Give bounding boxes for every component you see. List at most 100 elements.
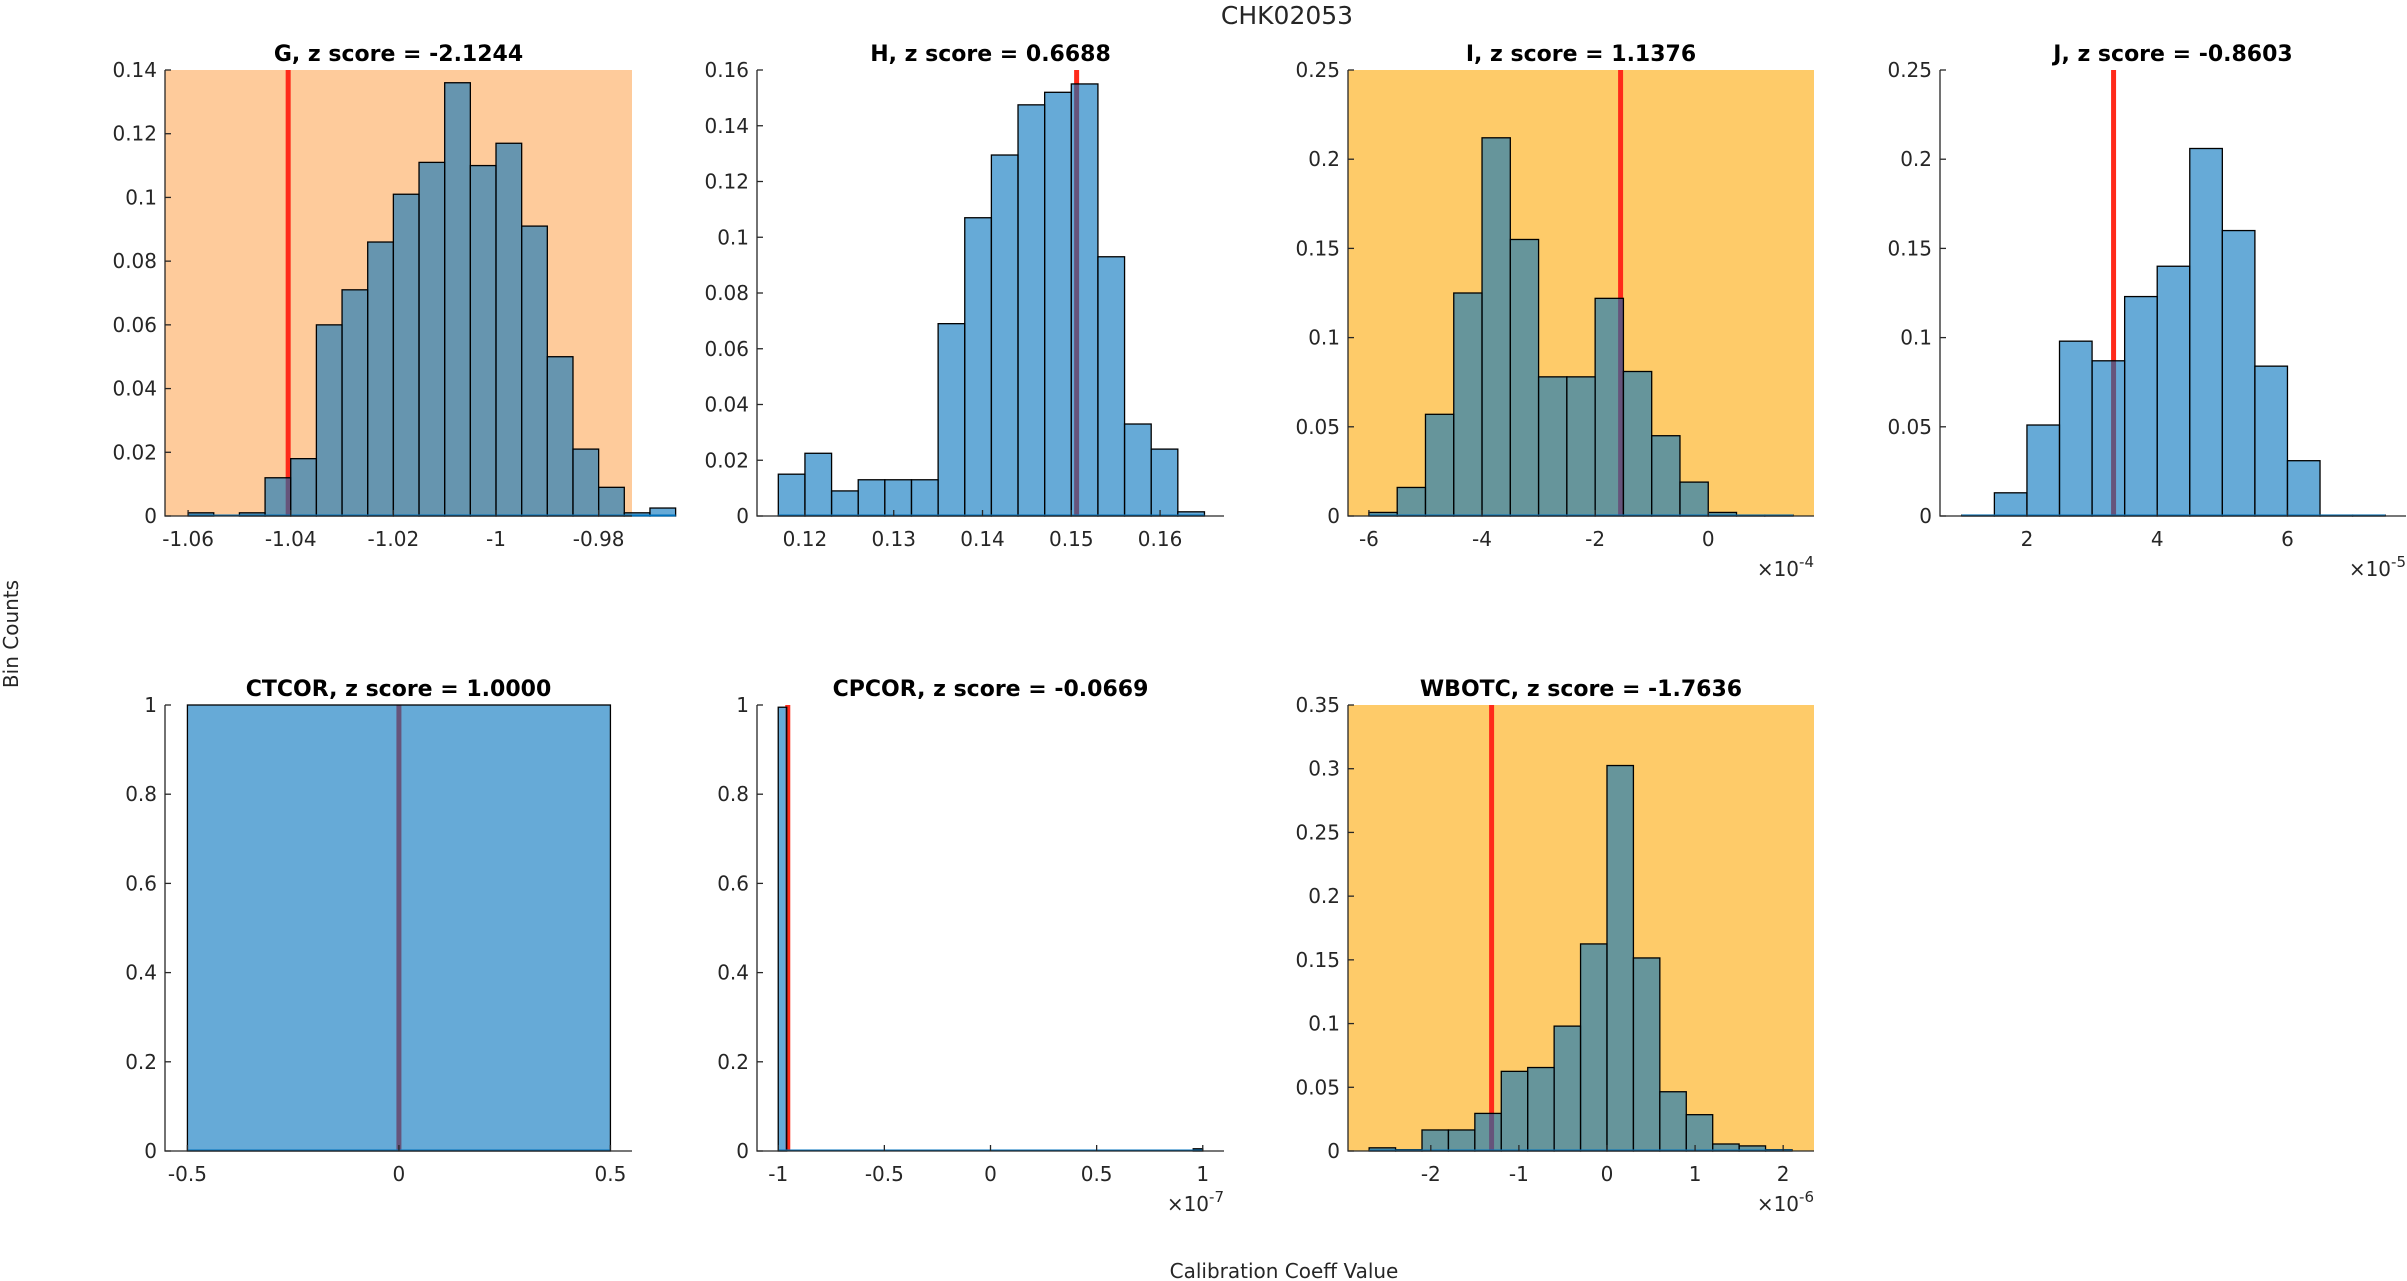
y-tick-label: 0.1 <box>1308 1012 1340 1036</box>
x-tick-label: 2 <box>2021 527 2034 551</box>
histogram-bar <box>546 356 574 517</box>
histogram-bar <box>1679 481 1709 517</box>
y-tick-label: 0.14 <box>112 58 157 82</box>
histogram-bar <box>884 479 913 517</box>
x-tick-label: -1.06 <box>162 527 214 551</box>
histogram-bar <box>2026 424 2061 517</box>
x-tick-label: -2 <box>1585 527 1605 551</box>
y-tick-label: 0.15 <box>1295 948 1340 972</box>
histogram-bar <box>444 82 471 517</box>
histogram-bar <box>910 479 939 517</box>
y-tick-label: 0.16 <box>704 58 749 82</box>
x-tick-label: 0.13 <box>871 527 916 551</box>
y-tick-label: 1 <box>144 693 157 717</box>
x-tick-label: 0 <box>1601 1162 1614 1186</box>
histogram-bar <box>857 479 886 517</box>
subplot-g: 0 0.02 0.04 0.06 0.08 0.1 0.12 0.14 -1.06 -1.04 -1… <box>112 42 677 551</box>
x-tick-label: -1.04 <box>265 527 317 551</box>
x-axis-exponent-label: ×10-7 <box>1167 1188 1224 1216</box>
x-tick-label: 0 <box>393 1162 406 1186</box>
histogram-bar <box>1447 1129 1476 1152</box>
y-tick-label: 0.8 <box>125 782 157 806</box>
histogram-bar <box>777 706 788 1152</box>
histogram-bar <box>1017 104 1046 517</box>
y-tick-label: 0.12 <box>704 170 749 194</box>
histogram-bar <box>1537 376 1568 517</box>
y-tick-label: 0.6 <box>717 871 749 895</box>
histogram-bar <box>1500 1070 1529 1152</box>
figure-ylabel: Bin Counts <box>0 580 23 688</box>
x-tick-label: 0.12 <box>783 527 828 551</box>
y-tick-label: 0.02 <box>704 448 749 472</box>
y-tick-label: 0.05 <box>1887 415 1932 439</box>
histogram-bar <box>1070 83 1099 517</box>
y-tick-label: 0.12 <box>112 122 157 146</box>
y-tick-label: 0 <box>144 1139 157 1163</box>
y-tick-label: 0.02 <box>112 440 157 464</box>
x-tick-label: -1 <box>768 1162 788 1186</box>
subplot-wbotc: 0 0.05 0.1 0.15 0.2 0.25 0.3 0.35 -2 -1 0 1 2×10-6 WB… <box>1295 677 1814 1216</box>
histogram-bar <box>1622 370 1653 517</box>
histogram-bar <box>1424 413 1455 517</box>
subplot-title: G, z score = -2.1244 <box>274 42 523 67</box>
y-tick-label: 0.25 <box>1295 820 1340 844</box>
histogram-bar <box>469 164 497 517</box>
y-tick-label: 0.4 <box>717 961 749 985</box>
histogram-bar <box>1651 435 1681 517</box>
histogram-bar <box>597 486 625 517</box>
histogram-bar <box>1685 1114 1714 1152</box>
y-tick-label: 0.25 <box>1887 58 1932 82</box>
x-tick-label: 0.14 <box>960 527 1005 551</box>
x-tick-label: -1 <box>1509 1162 1529 1186</box>
histogram-bar <box>2189 147 2223 517</box>
histogram-bar <box>1453 292 1483 517</box>
histogram-bar <box>1594 297 1625 517</box>
y-tick-label: 0.05 <box>1295 1075 1340 1099</box>
histogram-bar <box>1474 1112 1502 1152</box>
y-tick-label: 0.35 <box>1295 693 1340 717</box>
x-tick-label: 6 <box>2281 527 2294 551</box>
y-tick-label: 0.2 <box>1308 147 1340 171</box>
histogram-bar <box>2156 265 2191 517</box>
histogram-bar <box>1097 256 1126 517</box>
histogram-bar <box>990 154 1019 517</box>
histogram-bar <box>2286 460 2321 517</box>
histogram-bar <box>1123 423 1152 517</box>
y-tick-label: 0.06 <box>112 313 157 337</box>
y-tick-label: 0.04 <box>704 393 749 417</box>
y-tick-label: 0.04 <box>112 377 157 401</box>
x-axis-exponent-label: ×10-5 <box>2349 553 2406 581</box>
subplot-grid: 00.020.040.060.080.10.120.14-1.06 -1.04 -1… <box>112 42 2406 1216</box>
histogram-bar <box>521 225 548 517</box>
y-tick-label: 0.25 <box>1295 58 1340 82</box>
subplot-h: 0 0.02 0.04 0.06 0.08 0.1 0.12 0.14 0.16 0.12 0.13… <box>704 42 1224 551</box>
y-tick-label: 0 <box>1327 504 1340 528</box>
histogram-bar <box>341 289 369 517</box>
y-tick-label: 0 <box>736 504 749 528</box>
y-tick-label: 0.3 <box>1308 757 1340 781</box>
histogram-bar <box>1044 91 1072 517</box>
subplot-i: 0 0.05 0.1 0.15 0.2 0.25 -6 -4 -2 0 ×10-4 I, z scor… <box>1295 42 1814 581</box>
y-tick-label: 0 <box>736 1139 749 1163</box>
histogram-bar <box>2254 365 2289 517</box>
subplot-ctcor: 0 0.2 0.4 0.6 0.8 1 -0.5 0 0.5 CTCOR, z score = 1… <box>125 677 632 1186</box>
y-tick-label: 0.2 <box>1308 884 1340 908</box>
histogram-bar <box>418 161 446 517</box>
y-tick-label: 0.15 <box>1295 236 1340 260</box>
histogram-bar <box>1659 1091 1687 1152</box>
y-tick-label: 1 <box>736 693 749 717</box>
y-tick-label: 0.4 <box>125 961 157 985</box>
x-tick-label: -6 <box>1359 527 1379 551</box>
histogram-bar <box>1993 492 2028 517</box>
x-tick-label: 0.16 <box>1138 527 1183 551</box>
y-tick-label: 0.2 <box>1900 147 1932 171</box>
histogram-bar <box>495 142 523 517</box>
y-tick-label: 0.05 <box>1295 415 1340 439</box>
histogram-bar <box>2221 229 2256 517</box>
histogram-bar <box>1481 137 1511 517</box>
y-tick-label: 0.08 <box>704 281 749 305</box>
histogram-bar <box>1150 448 1179 517</box>
histogram-bar <box>2123 295 2158 517</box>
y-tick-label: 0.1 <box>1308 326 1340 350</box>
